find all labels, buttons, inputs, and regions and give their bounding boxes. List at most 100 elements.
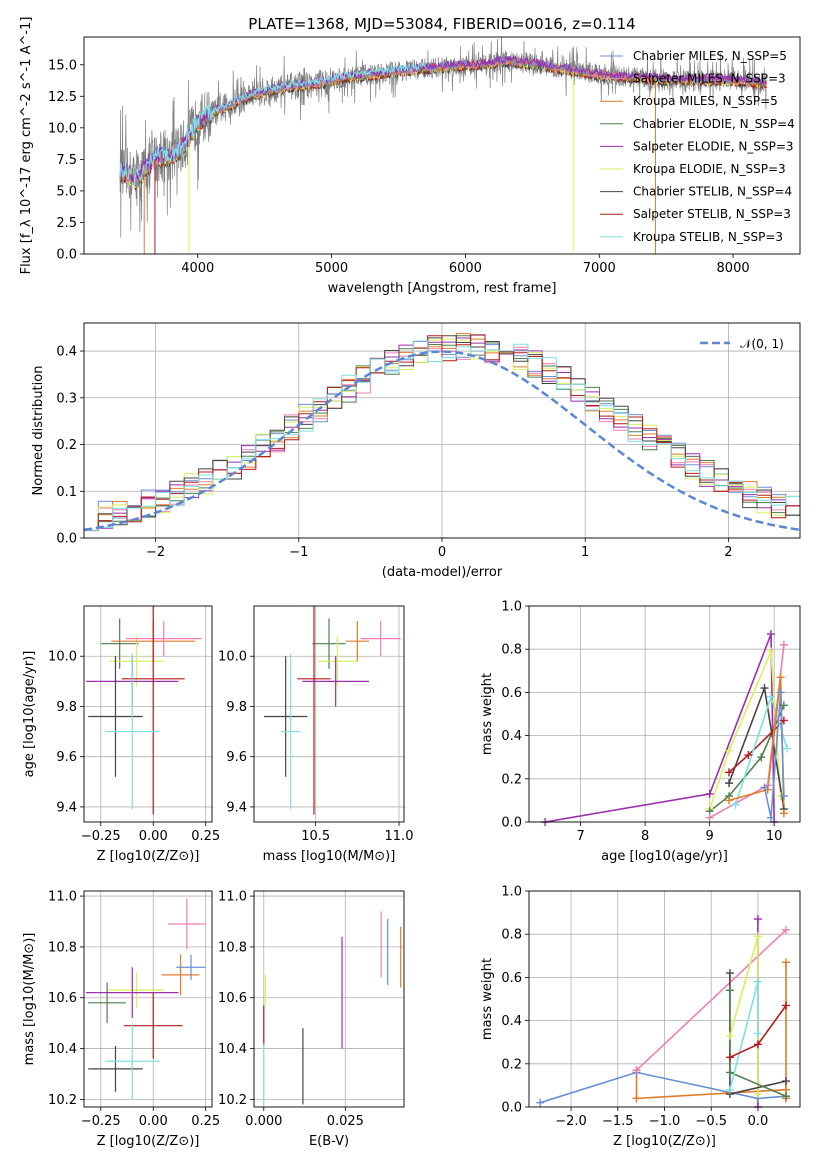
x-tick-label: 8 — [641, 829, 649, 844]
x-axis-label: wavelength [Angstrom, rest frame] — [328, 281, 557, 296]
plus-marker — [779, 792, 788, 801]
y-tick-label: 11.0 — [48, 890, 77, 905]
plus-marker — [632, 1094, 641, 1103]
y-tick-label: 0.4 — [56, 345, 77, 360]
y-tick-label: 0.0 — [501, 1101, 522, 1116]
x-tick-label: −1.0 — [649, 1114, 681, 1129]
x-tick-label: 0.00 — [139, 829, 168, 844]
panel-spectrum: 4000 5000 6000 7000 8000 0.0 2.5 5.0 7.5 10.0 12.5… — [19, 15, 801, 296]
x-tick-label: 0.025 — [327, 1114, 364, 1129]
y-tick-label: 11.0 — [218, 890, 247, 905]
y-axis-label: mass weight — [480, 958, 495, 1040]
y-axis-label: Normed distribution — [31, 366, 46, 496]
x-axis-label: (data-model)/error — [382, 565, 503, 580]
x-tick-label: −1 — [289, 545, 308, 560]
x-tick-label: −2.0 — [555, 1114, 587, 1129]
x-tick-label: 9 — [706, 829, 714, 844]
plus-marker — [766, 647, 775, 656]
plus-marker — [705, 789, 714, 798]
plus-marker — [632, 1066, 641, 1075]
plus-marker — [753, 932, 762, 941]
y-tick-label: 0.8 — [501, 643, 522, 658]
x-tick-label: 0.0 — [748, 1114, 769, 1129]
y-tick-label: 10.4 — [48, 1042, 77, 1057]
legend-label: Salpeter ELODIE, N_SSP=3 — [633, 139, 794, 153]
y-tick-label: 9.6 — [56, 750, 77, 765]
plus-marker — [776, 688, 785, 697]
y-axis-label: mass [log10(M/M⊙)] — [22, 933, 37, 1066]
x-tick-label: 0.25 — [191, 1114, 220, 1129]
x-axis-label: mass [log10(M/M⊙)] — [263, 849, 396, 864]
y-tick-label: 10.2 — [218, 1093, 247, 1108]
legend-label: Kroupa MILES, N_SSP=5 — [633, 94, 778, 108]
y-tick-label: 5.0 — [56, 184, 77, 199]
plus-marker — [760, 684, 769, 693]
normal-curve — [84, 350, 800, 532]
y-tick-label: 0.3 — [56, 391, 77, 406]
panel-residuals: −2 −1 0 1 2 0.0 0.1 0.2 0.3 0.4 (data-model)/error… — [31, 322, 801, 580]
y-tick-label: 0.0 — [56, 532, 77, 547]
y-tick-label: 0.8 — [501, 928, 522, 943]
plus-marker — [753, 1029, 762, 1038]
plus-marker — [766, 813, 775, 822]
plot-area — [529, 891, 800, 1107]
plot-area — [84, 891, 212, 1107]
y-tick-label: 1.0 — [501, 885, 522, 900]
y-axis-label: age [log10(age/yr)] — [22, 651, 37, 778]
legend-label: Kroupa ELODIE, N_SSP=3 — [633, 162, 786, 176]
weight-line — [763, 692, 785, 818]
y-tick-label: 0.6 — [501, 686, 522, 701]
plus-marker — [766, 630, 775, 639]
y-axis-label: mass weight — [480, 673, 495, 755]
x-tick-label: 10.5 — [301, 829, 330, 844]
legend-label: Salpeter STELIB, N_SSP=3 — [633, 207, 791, 221]
x-tick-label: 0.00 — [139, 1114, 168, 1129]
axes-frame — [83, 322, 801, 539]
x-tick-label: 8000 — [717, 261, 750, 276]
x-tick-label: −0.25 — [81, 1114, 121, 1129]
weight-line — [729, 981, 759, 1090]
axes-frame — [83, 605, 213, 823]
y-tick-label: 10.6 — [218, 991, 247, 1006]
plus-marker — [705, 813, 714, 822]
x-tick-label: 0 — [438, 545, 446, 560]
panel-weight-vs-z: −2.0 −1.5 −1.0 −0.5 0.0 0.0 0.2 0.4 0.6 0.8 1.0 Z [… — [480, 885, 801, 1149]
plus-marker — [725, 1053, 734, 1062]
y-tick-label: 9.4 — [226, 800, 247, 815]
x-tick-label: −0.25 — [81, 829, 121, 844]
plus-marker — [779, 809, 788, 818]
y-tick-label: 9.4 — [56, 800, 77, 815]
y-tick-label: 9.6 — [226, 750, 247, 765]
x-axis-label: Z [log10(Z/Z⊙)] — [613, 1134, 716, 1149]
panel-age-vs-z: −0.25 0.00 0.25 9.4 9.6 9.8 10.0 Z [log10(Z/Z⊙)… — [22, 605, 220, 864]
y-tick-label: 10.0 — [218, 650, 247, 665]
y-tick-label: 0.0 — [501, 816, 522, 831]
axes-frame — [528, 605, 801, 823]
x-tick-label: 7000 — [583, 261, 616, 276]
y-tick-label: 0.0 — [56, 248, 77, 263]
y-tick-label: 12.5 — [48, 90, 77, 105]
weight-line — [544, 633, 775, 822]
plus-marker — [779, 640, 788, 649]
plot-area — [119, 37, 767, 254]
plus-marker — [753, 977, 762, 986]
panel-age-vs-mass: 10.5 11.0 9.4 9.6 9.8 10.0 mass [log10(M/M⊙)] — [218, 605, 413, 864]
plus-marker — [766, 692, 775, 701]
weight-line — [539, 1071, 787, 1104]
y-tick-label: 10.2 — [48, 1093, 77, 1108]
y-tick-label: 0.1 — [56, 485, 77, 500]
panel-weight-vs-age: 7 8 9 10 0.0 0.2 0.4 0.6 0.8 1.0 age [log10(age/yr… — [480, 600, 801, 864]
x-tick-label: 10 — [766, 829, 783, 844]
plot-area — [84, 323, 800, 538]
plot-area — [254, 606, 404, 822]
plot-area — [529, 606, 800, 822]
plus-marker — [725, 779, 734, 788]
plus-marker — [725, 1068, 734, 1077]
x-tick-label: 4000 — [181, 261, 214, 276]
plus-marker — [760, 783, 769, 792]
x-tick-label: 7 — [576, 829, 584, 844]
plus-marker — [781, 925, 790, 934]
legend-label: Salpeter MILES, N_SSP=3 — [633, 72, 786, 86]
plus-marker — [725, 969, 734, 978]
legend-label: Chabrier ELODIE, N_SSP=4 — [633, 117, 795, 131]
